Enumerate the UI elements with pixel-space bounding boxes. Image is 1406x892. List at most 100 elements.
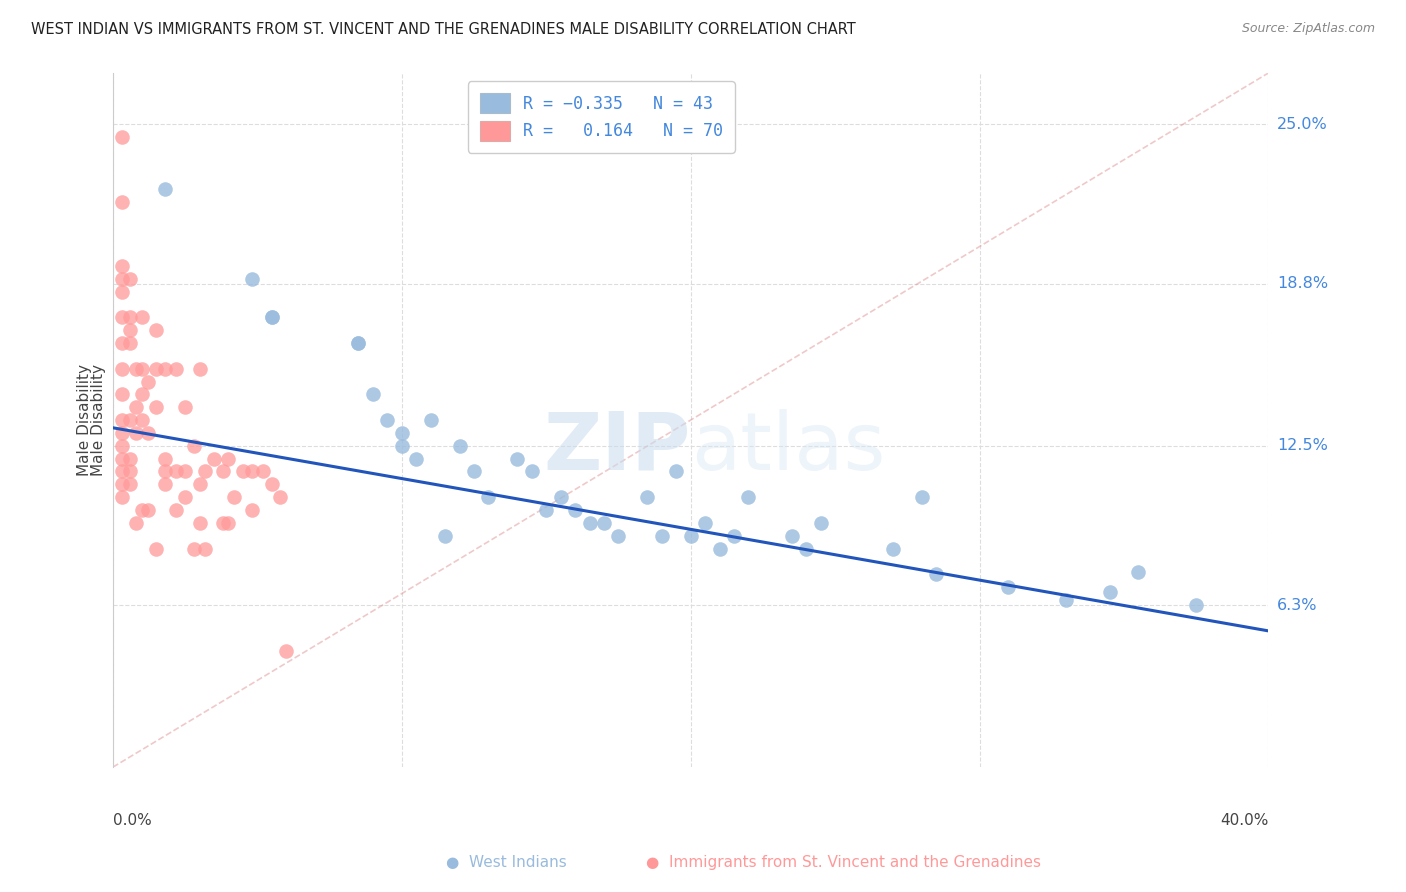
Point <box>252 465 274 479</box>
Point <box>665 465 688 479</box>
Text: ZIP: ZIP <box>543 409 690 487</box>
Point <box>477 490 499 504</box>
Text: 25.0%: 25.0% <box>1277 117 1327 132</box>
Point <box>136 503 159 517</box>
Point <box>651 529 673 543</box>
Point <box>153 451 176 466</box>
Point <box>810 516 832 530</box>
Point <box>194 465 217 479</box>
Point <box>636 490 658 504</box>
Point <box>120 323 142 337</box>
Point <box>145 541 167 556</box>
Point <box>463 465 485 479</box>
Point <box>434 529 457 543</box>
Point <box>391 425 413 440</box>
Text: 40.0%: 40.0% <box>1220 814 1268 829</box>
Point <box>269 490 291 504</box>
Point <box>110 465 132 479</box>
Point <box>211 465 233 479</box>
Point <box>217 516 239 530</box>
Point <box>145 361 167 376</box>
Legend: R = −0.335   N = 43, R =   0.164   N = 70: R = −0.335 N = 43, R = 0.164 N = 70 <box>468 81 734 153</box>
Point <box>506 451 529 466</box>
Point <box>131 387 153 401</box>
Point <box>232 465 254 479</box>
Point <box>110 413 132 427</box>
Point <box>120 335 142 350</box>
Point <box>593 516 616 530</box>
Point <box>405 451 427 466</box>
Text: Source: ZipAtlas.com: Source: ZipAtlas.com <box>1241 22 1375 36</box>
Point <box>260 477 283 491</box>
Point <box>125 516 148 530</box>
Point <box>1054 593 1077 607</box>
Point <box>110 194 132 209</box>
Point <box>882 541 904 556</box>
Point <box>120 477 142 491</box>
Text: WEST INDIAN VS IMMIGRANTS FROM ST. VINCENT AND THE GRENADINES MALE DISABILITY CO: WEST INDIAN VS IMMIGRANTS FROM ST. VINCE… <box>31 22 856 37</box>
Point <box>136 425 159 440</box>
Point <box>145 401 167 415</box>
Point <box>224 490 246 504</box>
Point <box>120 310 142 325</box>
Point <box>534 503 557 517</box>
Point <box>110 477 132 491</box>
Point <box>136 375 159 389</box>
Point <box>419 413 441 427</box>
Text: 12.5%: 12.5% <box>1277 438 1329 453</box>
Text: Male Disability: Male Disability <box>77 364 91 476</box>
Point <box>347 335 370 350</box>
Point <box>188 516 211 530</box>
Point <box>145 323 167 337</box>
Point <box>110 361 132 376</box>
Point <box>997 580 1019 594</box>
Point <box>183 439 205 453</box>
Point <box>165 465 187 479</box>
Point <box>260 310 283 325</box>
Point <box>1128 565 1150 579</box>
Point <box>361 387 384 401</box>
Point <box>131 503 153 517</box>
Point <box>153 182 176 196</box>
Point <box>188 477 211 491</box>
Point <box>260 310 283 325</box>
Point <box>550 490 572 504</box>
Point <box>110 490 132 504</box>
Point <box>679 529 702 543</box>
Point <box>449 439 471 453</box>
Point <box>564 503 586 517</box>
Point <box>794 541 817 556</box>
Point <box>911 490 934 504</box>
Point <box>1098 585 1121 599</box>
Point <box>110 259 132 273</box>
Point <box>693 516 716 530</box>
Point <box>120 271 142 285</box>
Point <box>211 516 233 530</box>
Point <box>202 451 225 466</box>
Point <box>520 465 543 479</box>
Point <box>120 465 142 479</box>
Point <box>194 541 217 556</box>
Point <box>110 439 132 453</box>
Text: atlas: atlas <box>690 409 884 487</box>
Point <box>131 310 153 325</box>
Text: ●  West Indians: ● West Indians <box>446 855 567 870</box>
Point <box>174 490 197 504</box>
Point <box>391 439 413 453</box>
Point <box>153 465 176 479</box>
Point <box>723 529 745 543</box>
Point <box>183 541 205 556</box>
Point <box>120 413 142 427</box>
Point <box>607 529 630 543</box>
Point <box>276 644 298 658</box>
Point <box>153 477 176 491</box>
Point <box>110 271 132 285</box>
Text: 6.3%: 6.3% <box>1277 598 1317 613</box>
Y-axis label: Male Disability: Male Disability <box>91 364 105 476</box>
Point <box>110 387 132 401</box>
Point <box>174 401 197 415</box>
Point <box>709 541 731 556</box>
Point <box>131 361 153 376</box>
Point <box>110 335 132 350</box>
Point <box>217 451 239 466</box>
